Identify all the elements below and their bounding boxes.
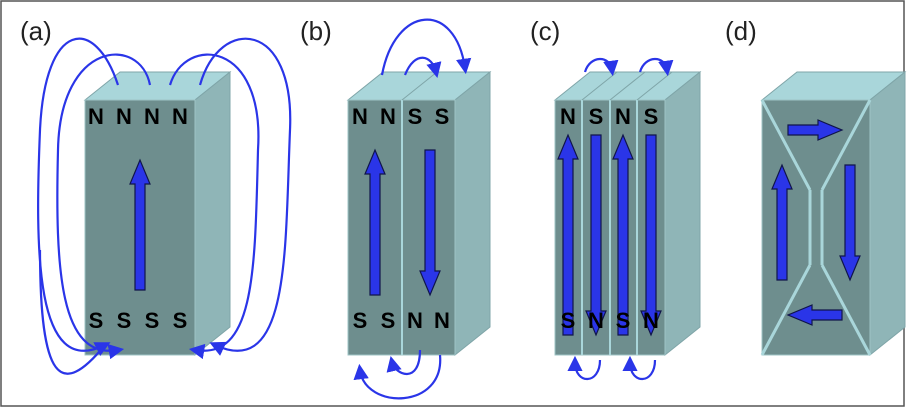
top-pole: S: [644, 104, 659, 129]
bottom-pole: S: [89, 308, 104, 333]
bottom-pole: S: [616, 308, 631, 333]
bottom-pole: N: [643, 308, 659, 333]
panel-label: (d): [725, 16, 757, 46]
figure: (a)(b)(c)(d)NSNSNSNSNSNSSNSNNSSNNSSN: [0, 0, 907, 409]
top-pole: N: [352, 104, 368, 129]
panel-label: (a): [20, 16, 52, 46]
top-pole: N: [380, 104, 396, 129]
top-pole: S: [408, 104, 423, 129]
top-pole: N: [560, 104, 576, 129]
panel-label: (c): [530, 16, 560, 46]
bottom-pole: N: [407, 308, 423, 333]
top-pole: N: [88, 104, 104, 129]
top-pole: N: [144, 104, 160, 129]
block-side: [455, 72, 490, 355]
bottom-pole: S: [381, 308, 396, 333]
bottom-pole: S: [353, 308, 368, 333]
bottom-pole: S: [145, 308, 160, 333]
bottom-pole: S: [117, 308, 132, 333]
top-pole: S: [435, 104, 450, 129]
panel-label: (b): [300, 16, 332, 46]
bottom-pole: N: [588, 308, 604, 333]
block-side: [195, 72, 230, 355]
block-side: [665, 72, 700, 355]
top-pole: N: [116, 104, 132, 129]
block-side: [870, 72, 905, 355]
top-pole: S: [589, 104, 604, 129]
bottom-pole: S: [173, 308, 188, 333]
bottom-pole: S: [561, 308, 576, 333]
bottom-pole: N: [434, 308, 450, 333]
top-pole: N: [615, 104, 631, 129]
top-pole: N: [172, 104, 188, 129]
